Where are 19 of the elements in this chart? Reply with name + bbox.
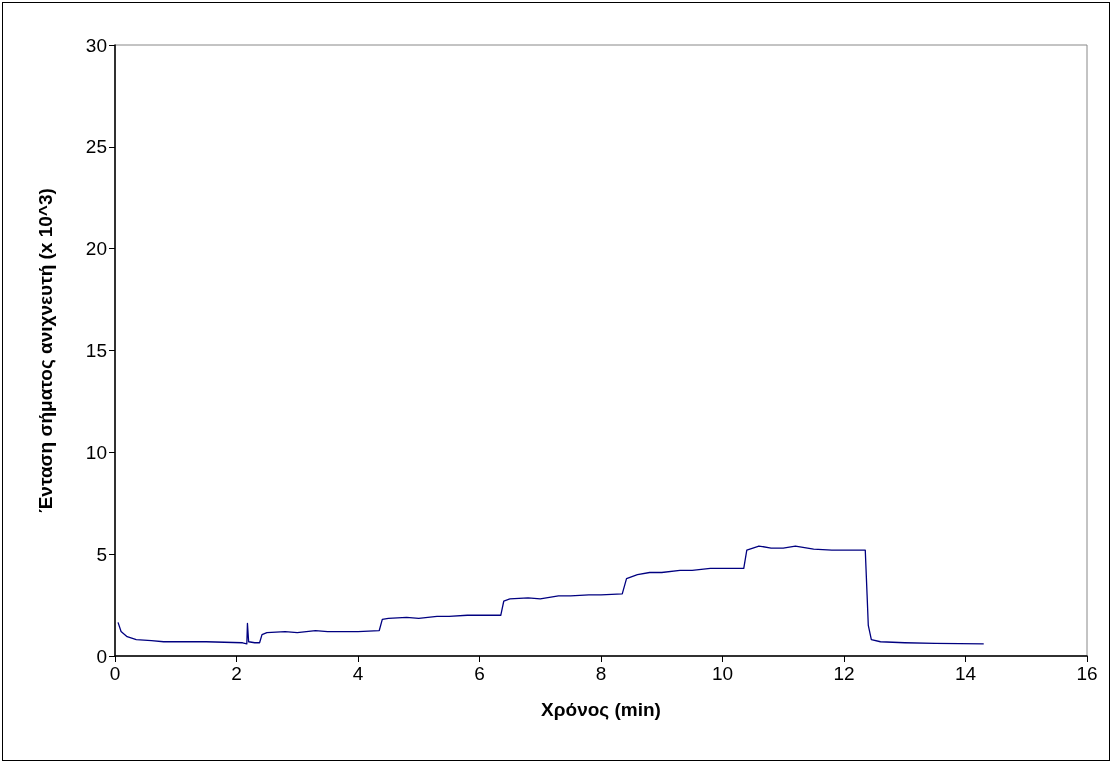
- x-tick-label: 16: [1076, 663, 1098, 684]
- y-tick-label: 10: [85, 441, 107, 463]
- x-tick-label: 8: [595, 663, 607, 684]
- line-series: [117, 545, 985, 645]
- y-tick-label: 0: [96, 645, 107, 667]
- x-tick-label: 14: [954, 663, 977, 684]
- x-tick-label: 10: [711, 663, 734, 684]
- x-tick-label: 12: [833, 663, 855, 684]
- x-tick-label: 6: [474, 663, 485, 684]
- y-tick-label: 25: [85, 136, 107, 158]
- x-tick-label: 4: [352, 663, 364, 684]
- x-tick-label: 0: [109, 663, 121, 684]
- x-tick-label: 2: [231, 663, 242, 684]
- y-axis-title: Ένταση σήματος ανιχνευτή (x 10^3): [35, 188, 56, 513]
- x-axis-title: Χρόνος (min): [541, 699, 661, 720]
- y-tick-label: 5: [96, 543, 107, 565]
- y-tick-label: 15: [85, 340, 107, 361]
- y-tick-label: 20: [85, 238, 107, 260]
- y-tick-label: 30: [85, 34, 107, 56]
